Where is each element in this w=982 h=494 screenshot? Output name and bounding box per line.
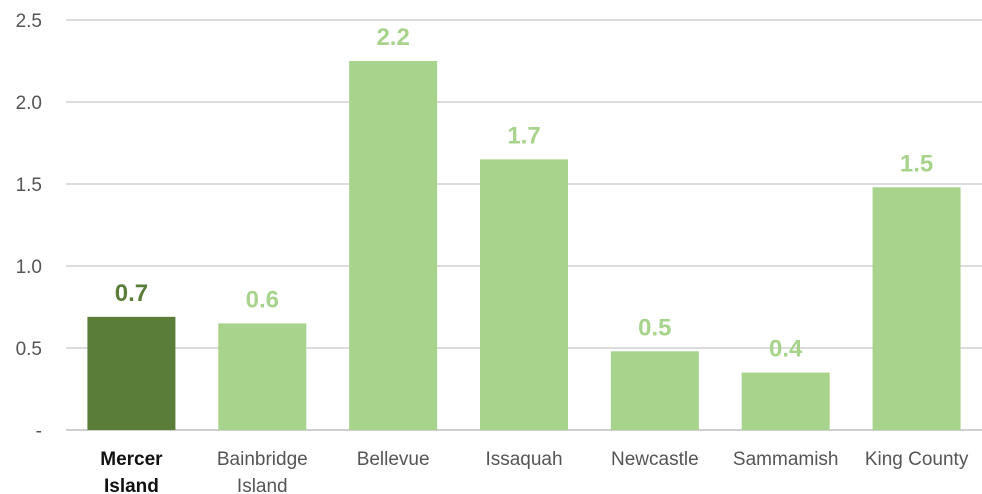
y-tick-label: 2.0 (16, 93, 42, 114)
y-tick-label: 0.5 (16, 339, 42, 360)
data-label: 0.4 (769, 336, 803, 363)
data-labels: 0.7 0.6 2.2 1.7 0.5 0.4 1.5 (115, 24, 934, 363)
x-tick-label: Newcastle (611, 449, 699, 470)
y-tick-label: 1.0 (16, 257, 42, 278)
data-label: 0.5 (638, 314, 671, 341)
x-axis-category-labels: Mercer Island Bainbridge Island Bellevue Issa… (100, 449, 969, 494)
y-tick-label: - (36, 421, 42, 442)
bar (349, 61, 438, 430)
y-tick-label: 2.5 (16, 11, 42, 32)
x-tick-label: King County (865, 449, 969, 470)
y-tick-label: 1.5 (16, 175, 42, 196)
data-label: 0.7 (115, 280, 148, 307)
x-tick-label: Issaquah (485, 449, 562, 470)
x-tick-label: Bainbridge Island (217, 449, 308, 494)
x-tick-label: Bellevue (357, 449, 430, 470)
data-label: 1.7 (507, 122, 540, 149)
x-tick-label: Mercer Island (100, 449, 163, 494)
bar (480, 159, 568, 430)
bar (610, 351, 699, 430)
data-label: 2.2 (376, 24, 409, 51)
data-label: 1.5 (900, 150, 933, 177)
bar (87, 316, 176, 430)
bars (87, 61, 961, 430)
bar (872, 187, 961, 430)
y-axis-ticks: - 0.5 1.0 1.5 2.0 2.5 (16, 11, 42, 442)
x-tick-label: Sammamish (733, 449, 839, 470)
bar (218, 323, 307, 430)
bar (741, 372, 830, 430)
data-label: 0.6 (246, 286, 279, 313)
